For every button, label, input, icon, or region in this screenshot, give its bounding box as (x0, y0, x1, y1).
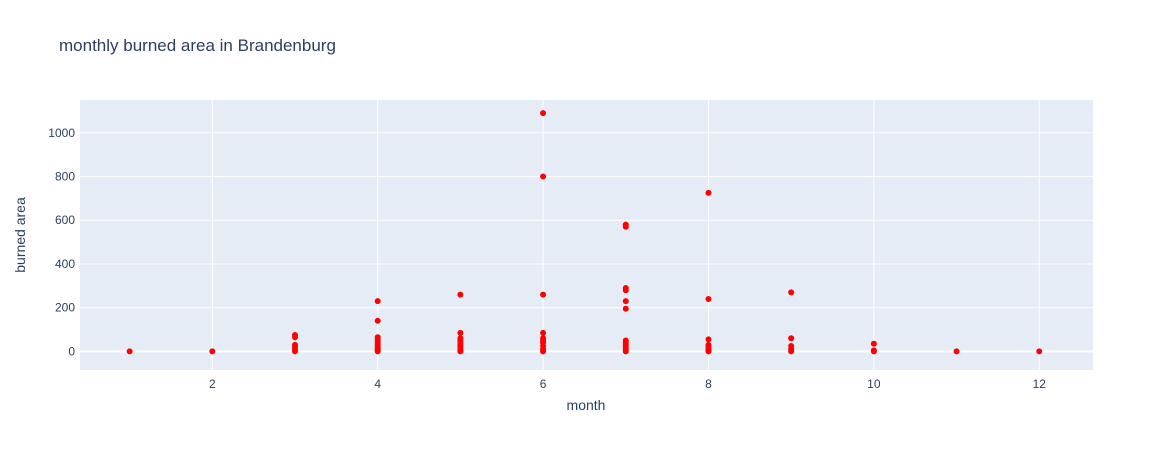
chart-title: monthly burned area in Brandenburg (59, 36, 336, 55)
y-tick-label: 800 (55, 170, 75, 184)
x-tick-label: 4 (374, 377, 381, 391)
tick-labels: 0 200 400 600 800 1000 2 4 6 8 10 12 (48, 126, 1046, 391)
data-point[interactable] (540, 348, 547, 355)
data-point[interactable] (705, 295, 712, 302)
data-point[interactable] (374, 317, 381, 324)
x-tick-label: 12 (1033, 377, 1047, 391)
data-point[interactable] (788, 335, 795, 342)
x-tick-label: 6 (540, 377, 547, 391)
x-axis-title: month (567, 397, 606, 413)
data-point[interactable] (292, 348, 299, 355)
data-point[interactable] (870, 340, 877, 347)
y-tick-label: 600 (55, 213, 75, 227)
data-point[interactable] (622, 223, 629, 230)
data-point[interactable] (457, 348, 464, 355)
data-point[interactable] (622, 348, 629, 355)
data-point[interactable] (788, 289, 795, 296)
y-tick-label: 200 (55, 301, 75, 315)
x-tick-label: 8 (705, 377, 712, 391)
data-point[interactable] (622, 305, 629, 312)
plot-background (80, 100, 1093, 370)
data-point[interactable] (540, 173, 547, 180)
y-tick-label: 400 (55, 257, 75, 271)
data-point[interactable] (705, 189, 712, 196)
data-point[interactable] (540, 291, 547, 298)
data-point[interactable] (374, 348, 381, 355)
y-tick-label: 0 (68, 344, 75, 358)
data-point[interactable] (705, 336, 712, 343)
data-point[interactable] (788, 348, 795, 355)
data-point[interactable] (540, 329, 547, 336)
y-tick-label: 1000 (48, 126, 75, 140)
data-point[interactable] (457, 291, 464, 298)
x-tick-label: 2 (209, 377, 216, 391)
data-point[interactable] (209, 348, 216, 355)
data-point[interactable] (870, 348, 877, 355)
grid (80, 100, 1093, 370)
data-point[interactable] (457, 329, 464, 336)
x-tick-label: 10 (867, 377, 881, 391)
data-point[interactable] (705, 348, 712, 355)
data-point[interactable] (292, 334, 299, 341)
data-points (126, 110, 1043, 355)
y-axis-title: burned area (12, 197, 28, 273)
data-point[interactable] (622, 287, 629, 294)
data-point[interactable] (540, 110, 547, 117)
data-point[interactable] (1036, 348, 1043, 355)
data-point[interactable] (126, 348, 133, 355)
data-point[interactable] (953, 348, 960, 355)
data-point[interactable] (374, 298, 381, 305)
data-point[interactable] (622, 298, 629, 305)
